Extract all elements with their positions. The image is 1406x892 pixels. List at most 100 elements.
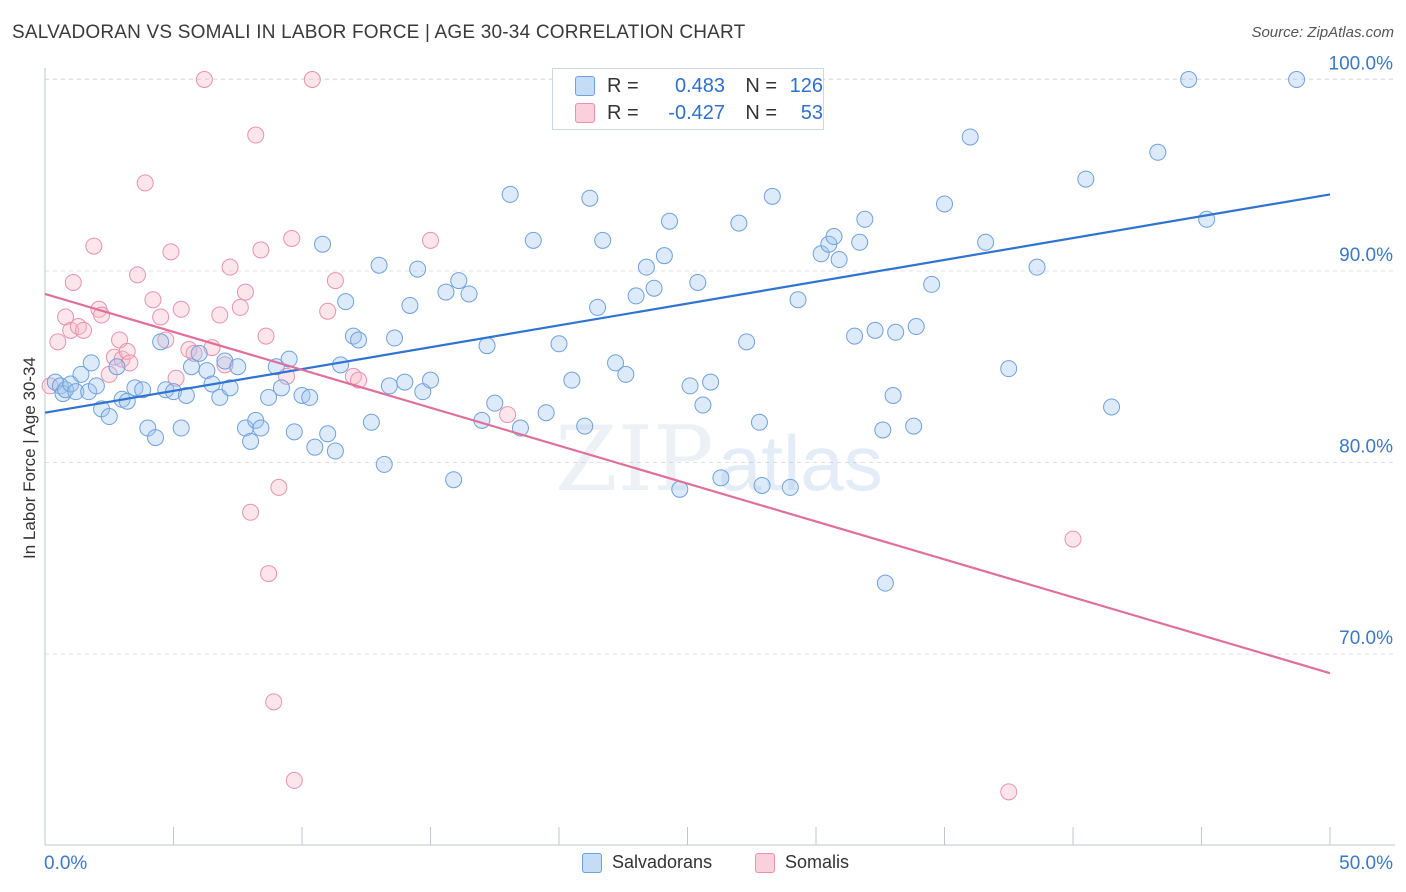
salvadoran-point: [319, 425, 337, 443]
salvadoran-point: [789, 291, 807, 309]
somali-point: [121, 354, 139, 372]
somali-point: [49, 333, 67, 351]
salvadoran-points: [46, 71, 1306, 592]
somali-point: [285, 771, 303, 789]
somali-point: [195, 71, 213, 88]
n-label: N =: [745, 74, 777, 97]
salvadoran-point: [856, 210, 874, 228]
somali-point: [303, 71, 321, 88]
salvadoran-point: [1180, 71, 1198, 88]
salvadoran-point: [1149, 143, 1167, 161]
salvadoran-point: [1028, 258, 1046, 276]
salvadoran-point: [594, 231, 612, 249]
legend-label-salvadorans: Salvadorans: [612, 852, 713, 872]
salvadoran-point: [386, 329, 404, 347]
salvadoran-point: [887, 323, 905, 341]
salvadoran-point: [576, 417, 594, 435]
salvadoran-point: [198, 362, 216, 380]
salvadoran-point: [272, 379, 290, 397]
salvadoran-point: [221, 379, 239, 397]
legend-swatch-salvadorans: [582, 852, 602, 873]
somali-point: [257, 327, 275, 345]
salvadoran-point: [681, 377, 699, 395]
watermark-zip: ZIP: [555, 407, 714, 512]
salvadoran-point: [409, 260, 427, 278]
salvadoran-point: [450, 272, 468, 290]
y-tick-label: 90.0%: [1339, 245, 1393, 266]
salvadoran-point: [501, 185, 519, 203]
r-value: -0.427: [668, 101, 725, 124]
somali-point: [242, 503, 260, 521]
chart-title: SALVADORAN VS SOMALI IN LABOR FORCE | AG…: [12, 22, 746, 43]
salvadoran-point: [401, 296, 419, 314]
salvadoran-point: [100, 408, 118, 426]
salvadoran-point: [961, 128, 979, 146]
salvadoran-point: [876, 574, 894, 592]
salvadoran-point: [563, 371, 581, 389]
n-value: 53: [800, 101, 823, 124]
salvadoran-point: [82, 354, 100, 372]
somali-point: [62, 321, 80, 339]
salvadoran-point: [229, 358, 247, 376]
watermark-atlas: atlas: [718, 419, 883, 507]
somali-point: [221, 258, 239, 276]
somali-points: [41, 71, 1082, 801]
salvadoran-point: [252, 419, 270, 437]
somali-point: [260, 565, 278, 583]
stats-box: R = 0.483 N = 126 R = -0.427 N = 53: [552, 68, 824, 130]
x-tick-label: 50.0%: [1339, 853, 1393, 874]
salvadoran-point: [730, 214, 748, 232]
somali-point: [211, 306, 229, 324]
legend-item-somalis[interactable]: Somalis: [755, 852, 849, 873]
salvadoran-point: [874, 421, 892, 439]
salvadoran-point: [72, 365, 90, 383]
salvadoran-point: [702, 373, 720, 391]
salvadoran-point: [260, 388, 278, 406]
salvadoran-point: [350, 331, 368, 349]
salvadoran-point: [936, 195, 953, 213]
somali-point: [350, 371, 368, 389]
salvadoran-point: [306, 438, 324, 456]
salvadoran-point: [689, 273, 707, 291]
salvadoran-point: [645, 279, 663, 297]
y-tick-label: 70.0%: [1339, 628, 1393, 649]
somali-trend-line: [44, 292, 1331, 675]
salvadoran-point: [977, 233, 995, 251]
somali-point: [247, 126, 265, 144]
salvadoran-point: [370, 256, 388, 274]
r-label: R =: [607, 74, 639, 97]
salvadoran-point: [712, 469, 730, 487]
somali-point: [252, 241, 270, 259]
somali-point: [57, 308, 75, 326]
r-label: R =: [607, 101, 639, 124]
salvadoran-point: [884, 386, 902, 404]
salvadoran-point: [422, 371, 439, 389]
salvadoran-point: [337, 293, 355, 311]
y-tick-label: 100.0%: [1329, 54, 1394, 75]
salvadoran-point: [190, 344, 208, 362]
somali-point: [152, 308, 170, 326]
salvadoran-point: [108, 358, 126, 376]
legend-item-salvadorans[interactable]: Salvadorans: [582, 852, 712, 873]
salvadoran-point: [67, 383, 85, 401]
legend: Salvadorans Somalis: [0, 852, 1406, 878]
n-value: 126: [789, 74, 823, 97]
salvadoran-point: [661, 212, 679, 230]
salvadoran-point: [537, 404, 555, 422]
salvadoran-point: [738, 333, 756, 351]
salvadoran-point: [332, 356, 350, 374]
salvadoran-point: [326, 442, 344, 460]
salvadoran-point: [655, 247, 673, 265]
salvadoran-point: [478, 337, 496, 355]
somalis-swatch: [575, 103, 595, 123]
salvadoran-point: [147, 429, 165, 447]
salvadoran-point: [524, 231, 542, 249]
salvadoran-point: [301, 388, 319, 406]
salvadoran-point: [1288, 71, 1306, 88]
salvadoran-point: [763, 187, 781, 205]
somali-point: [231, 298, 249, 316]
somali-point: [499, 406, 517, 424]
stats-row-somalis: R = -0.427 N = 53: [575, 100, 823, 126]
n-label: N =: [745, 101, 777, 124]
